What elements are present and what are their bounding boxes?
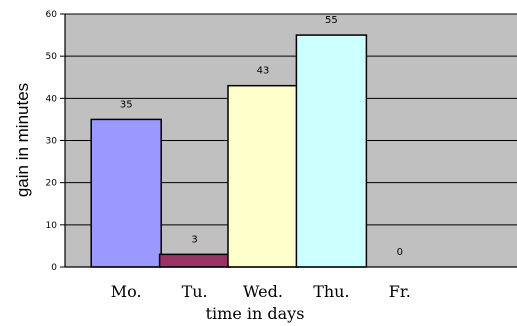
y-axis-title: gain in minutes — [13, 83, 32, 197]
x-tick-label: Tu. — [182, 282, 208, 301]
y-tick-label: 30 — [46, 137, 58, 147]
x-tick-label: Wed. — [243, 282, 283, 301]
x-axis-title: time in days — [206, 304, 305, 323]
data-labels: 35 3 43 55 0 — [120, 15, 403, 258]
x-tick-label: Fr. — [389, 282, 411, 301]
bar-thu — [295, 34, 368, 268]
x-tick-label: Thu. — [313, 282, 349, 301]
y-axis-ticks: 0 10 20 30 40 50 60 — [46, 10, 65, 273]
data-label: 0 — [397, 247, 403, 258]
y-tick-label: 50 — [46, 52, 58, 62]
data-label: 3 — [191, 234, 197, 245]
bar-mo — [90, 118, 162, 268]
x-axis-ticks: Mo. Tu. Wed. Thu. Fr. — [111, 282, 411, 301]
x-tick-label: Mo. — [111, 282, 142, 301]
bar-tu — [158, 253, 231, 268]
y-tick-label: 10 — [46, 221, 58, 231]
bars — [90, 34, 368, 268]
y-tick-label: 20 — [46, 179, 58, 189]
y-tick-label: 60 — [46, 10, 58, 20]
bar-wed — [227, 84, 299, 268]
data-label: 35 — [120, 99, 133, 110]
data-label: 43 — [257, 66, 270, 77]
data-label: 55 — [325, 15, 338, 26]
y-tick-label: 40 — [46, 94, 58, 104]
y-tick-label: 0 — [51, 263, 57, 273]
